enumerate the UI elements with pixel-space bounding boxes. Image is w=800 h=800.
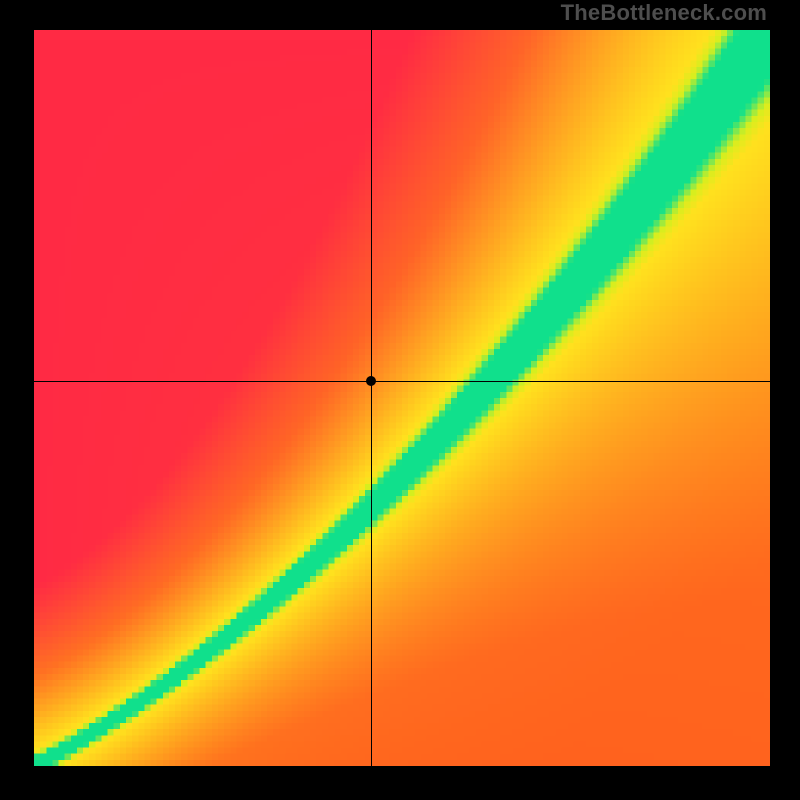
watermark-text: TheBottleneck.com	[561, 0, 767, 26]
heatmap-plot	[34, 30, 770, 766]
crosshair-vertical	[371, 30, 372, 766]
crosshair-horizontal	[34, 381, 770, 382]
heatmap-canvas	[34, 30, 770, 766]
operating-point-marker	[366, 376, 376, 386]
